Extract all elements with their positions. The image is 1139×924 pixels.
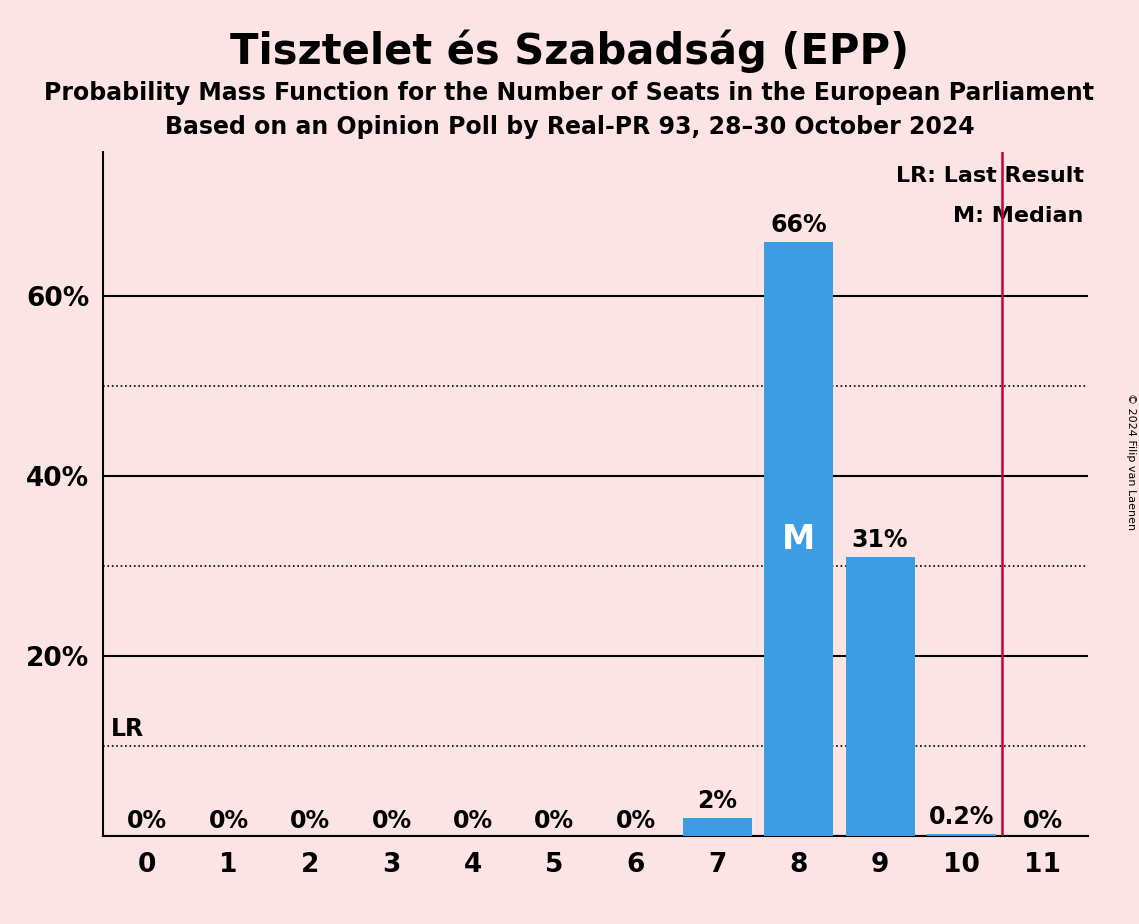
Text: M: M bbox=[782, 523, 816, 556]
Text: Probability Mass Function for the Number of Seats in the European Parliament: Probability Mass Function for the Number… bbox=[44, 81, 1095, 105]
Text: 0%: 0% bbox=[534, 808, 574, 833]
Text: 0%: 0% bbox=[208, 808, 248, 833]
Bar bbox=[845, 557, 915, 836]
Bar bbox=[927, 834, 997, 836]
Text: 0%: 0% bbox=[290, 808, 330, 833]
Text: Based on an Opinion Poll by Real-PR 93, 28–30 October 2024: Based on an Opinion Poll by Real-PR 93, … bbox=[165, 115, 974, 139]
Text: 0.2%: 0.2% bbox=[928, 805, 994, 829]
Text: Tisztelet és Szabadság (EPP): Tisztelet és Szabadság (EPP) bbox=[230, 30, 909, 73]
Text: 31%: 31% bbox=[852, 528, 909, 552]
Text: 0%: 0% bbox=[616, 808, 656, 833]
Text: LR: Last Result: LR: Last Result bbox=[895, 166, 1083, 186]
Text: LR: LR bbox=[110, 717, 144, 741]
Text: 0%: 0% bbox=[371, 808, 411, 833]
Text: M: Median: M: Median bbox=[953, 206, 1083, 226]
Text: 0%: 0% bbox=[453, 808, 493, 833]
Text: © 2024 Filip van Laenen: © 2024 Filip van Laenen bbox=[1126, 394, 1136, 530]
Text: 0%: 0% bbox=[1023, 808, 1063, 833]
Text: 66%: 66% bbox=[770, 213, 827, 237]
Text: 0%: 0% bbox=[128, 808, 167, 833]
Bar bbox=[682, 819, 752, 836]
Bar bbox=[764, 242, 834, 836]
Text: 2%: 2% bbox=[697, 789, 737, 813]
